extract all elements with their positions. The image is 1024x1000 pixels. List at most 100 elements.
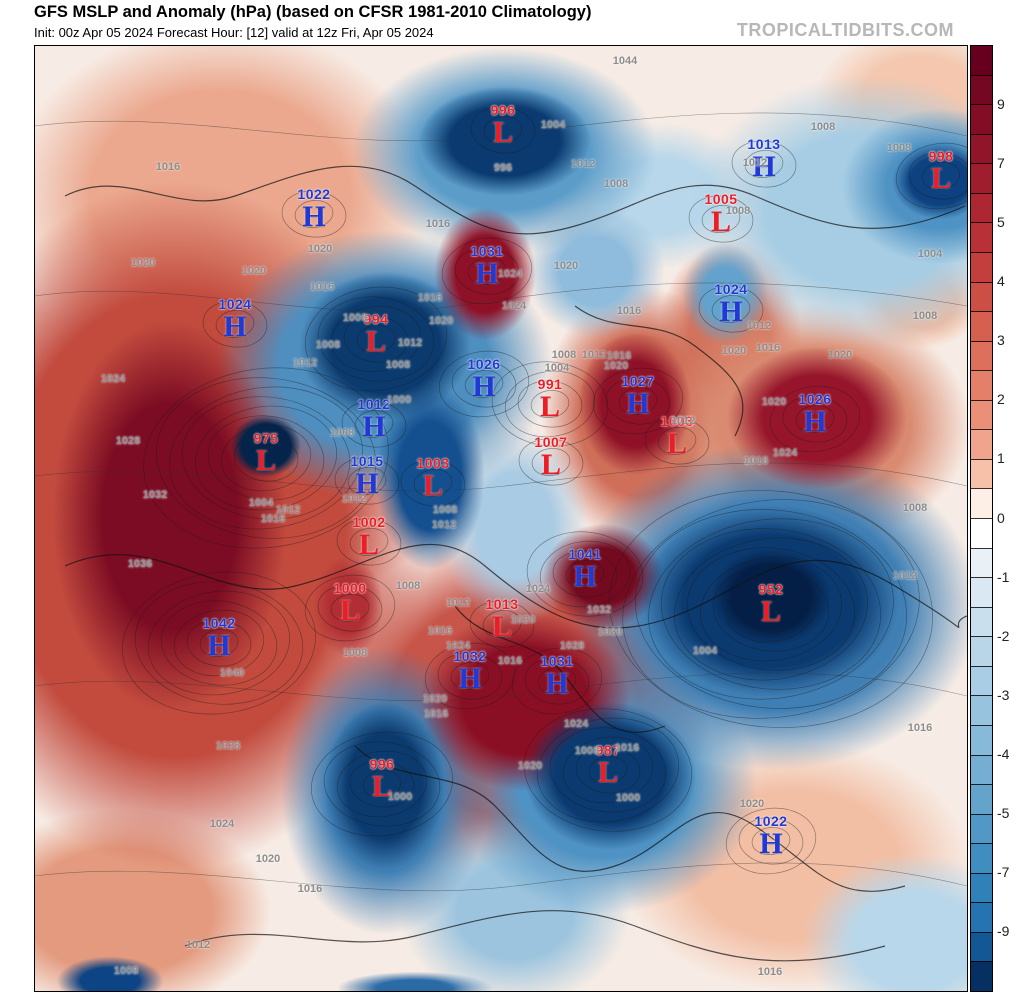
high-letter: H xyxy=(458,662,482,695)
colorbar-segment xyxy=(971,46,992,75)
isobar-ring xyxy=(491,361,609,447)
contour-value-label: 1024 xyxy=(501,300,527,312)
isobar-ring xyxy=(336,518,402,566)
contour-value-label: 1016 xyxy=(743,455,769,467)
contour-value-label: 1000 xyxy=(342,312,368,324)
colorbar-segment xyxy=(971,399,992,430)
isobar-ring xyxy=(609,490,933,728)
colorbar-segment xyxy=(971,636,992,666)
isobar-ring xyxy=(782,395,848,443)
isobar-ring xyxy=(202,300,268,348)
isobar-ring xyxy=(530,390,570,418)
low-pressure-label: 975 L xyxy=(254,431,279,476)
isobar-ring xyxy=(622,499,920,719)
isobar-ring xyxy=(304,574,396,642)
low-letter: L xyxy=(539,390,561,423)
isobar-ring xyxy=(565,560,605,588)
contour-value-label: 1016 xyxy=(427,625,453,637)
pressure-value: 1024 xyxy=(714,281,748,297)
contour-value-label: 1008 xyxy=(551,349,577,361)
isobar-ring xyxy=(531,448,571,476)
contour-value-label: 1016 xyxy=(309,281,335,293)
colorbar-segment xyxy=(971,754,992,785)
isobar-ring xyxy=(712,566,830,652)
contour-value-label: 1016 xyxy=(614,742,640,754)
colorbar-tick-label: 2 xyxy=(997,391,1005,408)
high-letter: H xyxy=(573,560,597,593)
pressure-value: 1013 xyxy=(485,596,519,612)
isobar-ring xyxy=(451,360,517,408)
pressure-value: 1005 xyxy=(704,191,738,207)
isobar-ring xyxy=(147,590,291,696)
low-pressure-label: 991 L xyxy=(538,377,563,422)
low-letter: L xyxy=(930,162,952,195)
contour-value-label: 1024 xyxy=(497,268,523,280)
isobar-ring xyxy=(618,387,658,415)
contour-value-label: 1016 xyxy=(606,350,632,362)
pressure-value: 996 xyxy=(490,102,516,118)
isobar-ring xyxy=(660,528,882,690)
colorbar-segment xyxy=(971,961,992,991)
colorbar-tick-labels: 9 7 5 4 3 2 1 0 -1 -2 -3 -4 -5 -7 -9 xyxy=(997,45,1024,990)
low-letter: L xyxy=(358,528,379,561)
isobar-ring xyxy=(143,367,389,549)
contour-value-label: 1020 xyxy=(739,798,765,810)
isobar-ring xyxy=(517,380,583,428)
isobar-ring xyxy=(648,518,894,700)
contour-value-label: 1024 xyxy=(445,640,471,652)
colorbar-tick-label: -3 xyxy=(997,686,1010,703)
colorbar-segment xyxy=(971,518,992,548)
low-pressure-label: 952 L xyxy=(759,582,784,627)
pressure-value: 1026 xyxy=(798,391,832,407)
colorbar-segment xyxy=(971,931,992,962)
contour-value-label: 1008 xyxy=(342,647,368,659)
pressure-value: 1002 xyxy=(352,514,386,530)
contour-value-label: 1008 xyxy=(315,339,341,351)
isobar-ring xyxy=(575,746,641,794)
isobar-ring xyxy=(470,106,536,154)
contour-value-label: 1008 xyxy=(395,580,421,592)
contour-value-label: 1020 xyxy=(603,360,629,372)
contour-value-label: 1020 xyxy=(307,243,333,255)
isobar-ring xyxy=(725,575,817,643)
contour-value-label: 1040 xyxy=(219,667,245,679)
pressure-value: 1024 xyxy=(218,296,252,312)
isobar-ring xyxy=(744,150,784,178)
contour-value-label: 1020 xyxy=(761,396,787,408)
colorbar xyxy=(970,45,993,992)
contour-value-label: 996 xyxy=(493,162,513,174)
isobar-ring xyxy=(518,438,584,486)
colorbar-segment xyxy=(971,813,992,844)
isobar-ring xyxy=(356,325,396,353)
high-pressure-label: 1024 H xyxy=(218,297,251,342)
isobar-ring xyxy=(246,444,286,472)
colorbar-segment xyxy=(971,222,992,252)
high-pressure-label: 1041 H xyxy=(568,547,601,592)
contour-value-label: 1020 xyxy=(510,614,536,626)
isobar-ring xyxy=(281,190,347,238)
isobar-ring xyxy=(795,405,835,433)
isobar-ring xyxy=(711,295,751,323)
low-letter: L xyxy=(422,469,443,502)
contour-value-label: 1008 xyxy=(886,142,912,154)
isobar-ring xyxy=(511,647,603,715)
chart-subtitle: Init: 00z Apr 05 2024 Forecast Hour: [12… xyxy=(34,25,434,40)
contour-value-label: 1012 xyxy=(746,320,772,332)
colorbar-segment xyxy=(971,458,992,489)
high-letter: H xyxy=(719,295,743,328)
isobar-ring xyxy=(908,152,967,200)
pressure-value: 1041 xyxy=(568,546,602,562)
isobar-ring xyxy=(437,652,503,700)
isobar-ring xyxy=(605,377,671,425)
contour-value-label: 1004 xyxy=(692,645,718,657)
contour-value-label: 1016 xyxy=(425,218,451,230)
isobar-ring xyxy=(686,547,856,671)
pressure-value: 1032 xyxy=(453,648,487,664)
isobar-ring xyxy=(233,434,299,482)
coastline-lines xyxy=(64,165,967,962)
contour-value-label: 1020 xyxy=(721,345,747,357)
low-pressure-label: 1003 L xyxy=(416,456,449,501)
isobar-ring xyxy=(207,415,325,501)
isobar-ring xyxy=(469,600,535,648)
contour-value-label: 1004 xyxy=(917,248,943,260)
